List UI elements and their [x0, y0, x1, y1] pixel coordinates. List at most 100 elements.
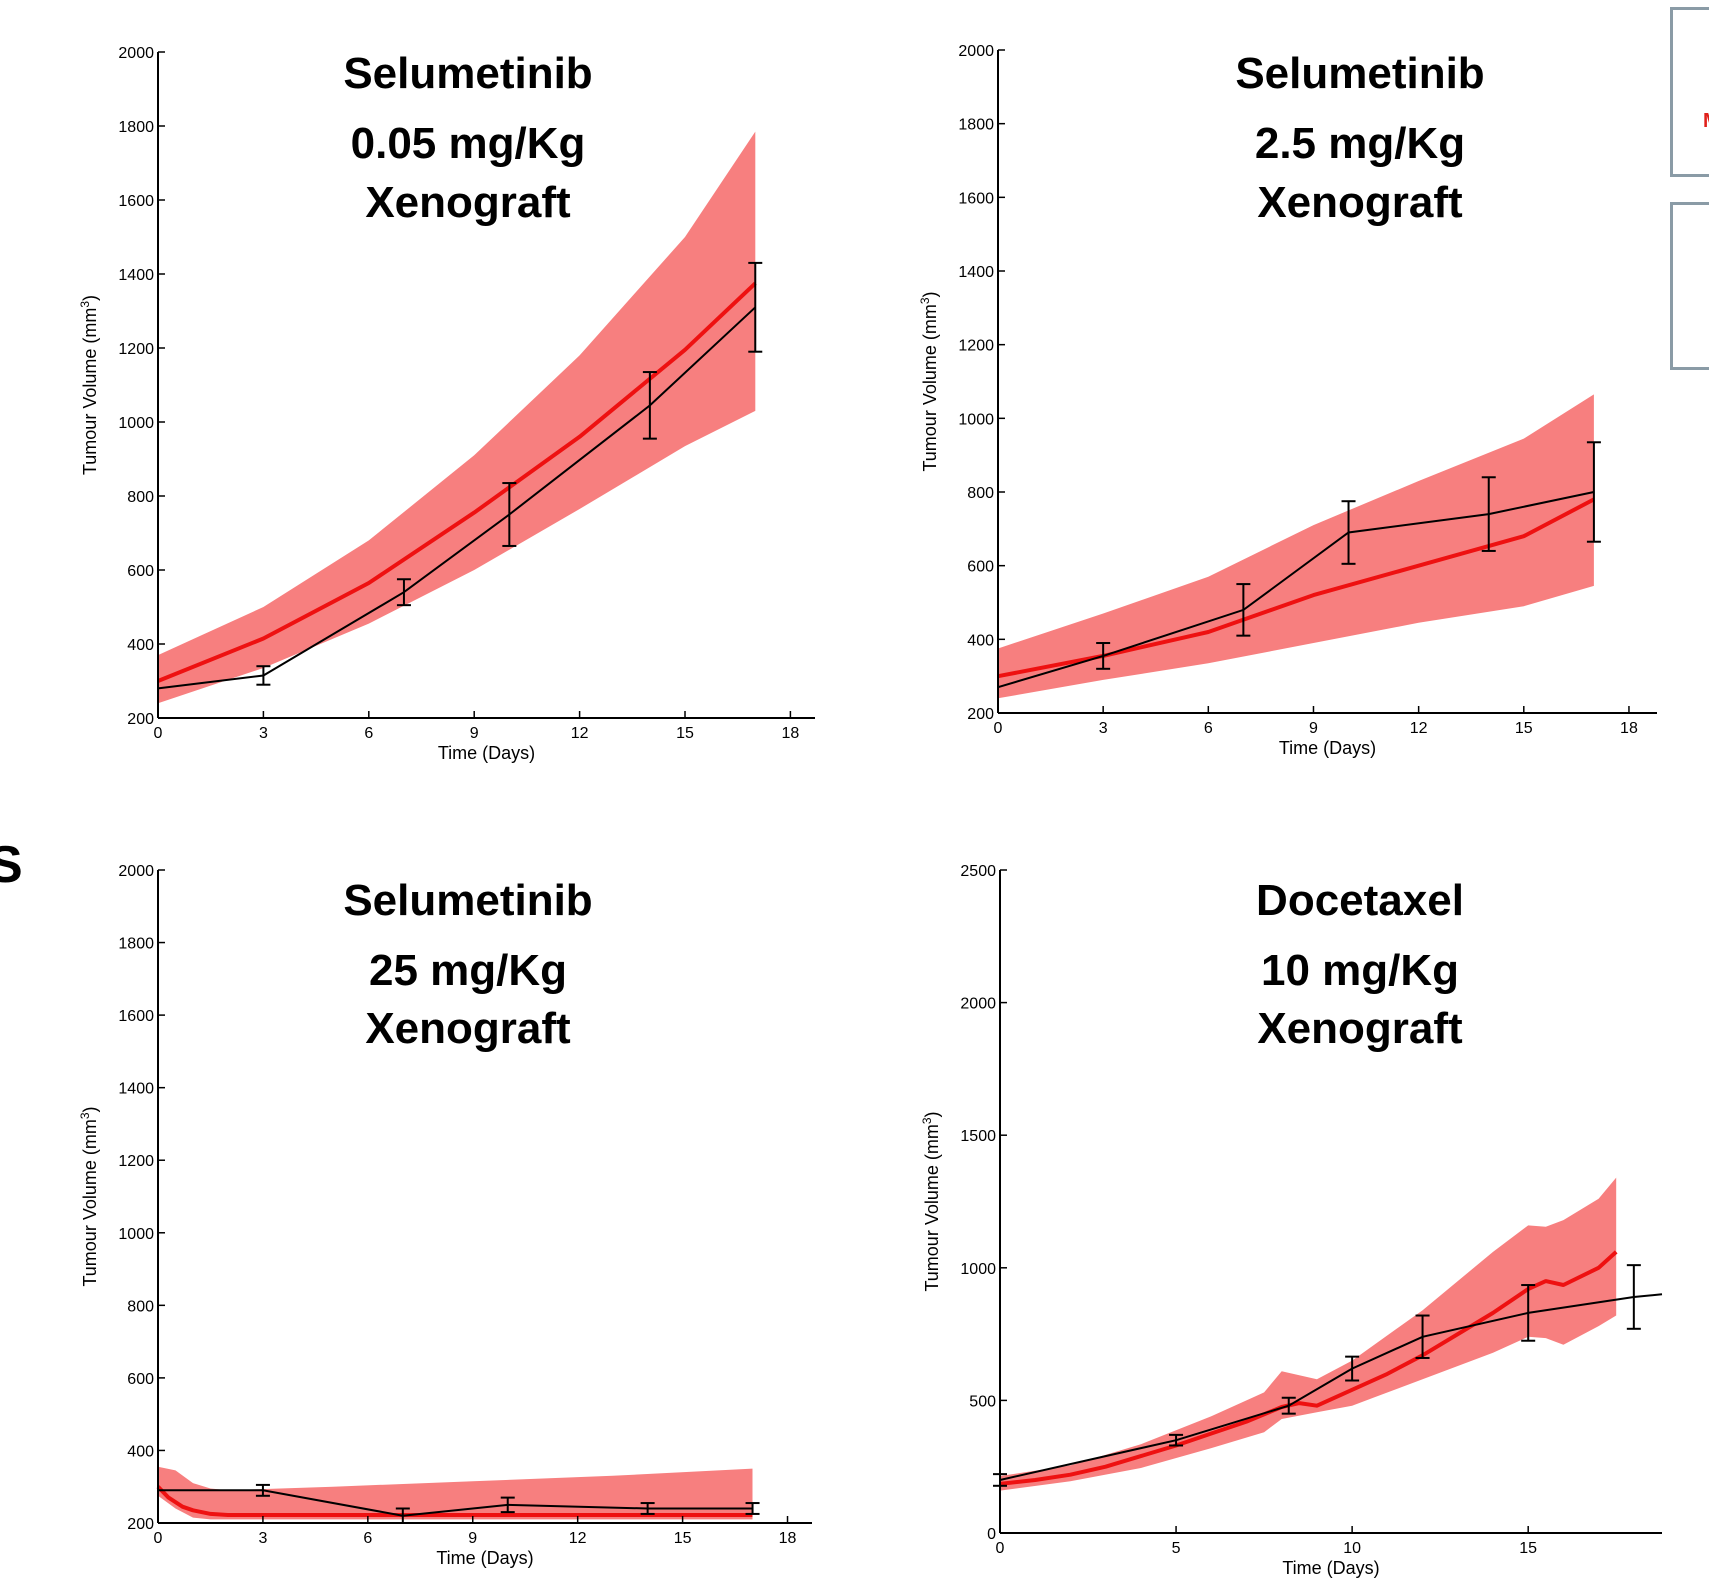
chart-1-observed-line — [157, 306, 756, 690]
chart-2-y-tick-label: 2000 — [958, 43, 994, 60]
chart-3-y-axis-label: Tumour Volume (mm3) — [78, 1106, 100, 1286]
chart-4-y-tick-label: 0 — [987, 1526, 996, 1543]
chart-1-x-tick-label: 9 — [470, 725, 479, 742]
chart-1-model-line — [157, 281, 757, 683]
chart-1-x-axis-label: Time (Days) — [438, 743, 535, 763]
chart-4-x-tick-label: 5 — [1172, 1540, 1181, 1557]
chart-2-y-tick-label: 1600 — [958, 190, 994, 207]
chart-2-y-tick-label: 600 — [967, 559, 994, 576]
chart-2-x-tick-label: 15 — [1515, 720, 1533, 737]
chart-3-x-tick-label: 9 — [468, 1530, 477, 1547]
chart-3-x-tick-label: 15 — [674, 1530, 692, 1547]
chart-4-x-axis-label: Time (Days) — [1282, 1558, 1379, 1578]
chart-1-y-tick-label: 1600 — [118, 193, 154, 210]
chart-3-y-tick-label: 2000 — [118, 863, 154, 880]
chart-4-x-tick-label: 10 — [1343, 1540, 1361, 1557]
chart-2-x-tick-label: 12 — [1410, 720, 1428, 737]
chart-2-prediction-band — [998, 394, 1594, 699]
chart-3-y-tick-label: 800 — [127, 1298, 154, 1315]
chart-3-x-tick-label: 3 — [258, 1530, 267, 1547]
chart-1-x-tick-label: 6 — [364, 725, 373, 742]
chart-3-title-line-3: Xenograft — [365, 1004, 571, 1053]
chart-2-title-line-2: 2.5 mg/Kg — [1255, 119, 1465, 168]
chart-3-y-tick-label: 1800 — [118, 936, 154, 953]
chart-3-observed-line — [158, 1489, 753, 1517]
chart-4-y-tick-label: 2500 — [960, 863, 996, 880]
chart-3-y-tick-label: 600 — [127, 1371, 154, 1388]
chart-4-prediction-band — [1000, 1177, 1617, 1491]
chart-4-y-tick-label: 1000 — [960, 1261, 996, 1278]
chart-2-y-tick-label: 1000 — [958, 411, 994, 428]
chart-2-x-tick-label: 6 — [1204, 720, 1213, 737]
chart-2: 200 400 600 800 1000 1200 1400 1600 1800 2000 0 3 6 9… — [918, 43, 1657, 758]
chart-3-x-tick-label: 6 — [363, 1530, 372, 1547]
chart-3-y-tick-label: 1200 — [118, 1153, 154, 1170]
chart-3-y-tick-label: 1600 — [118, 1008, 154, 1025]
chart-1-y-tick-label: 1000 — [118, 415, 154, 432]
chart-2-y-tick-label: 400 — [967, 632, 994, 649]
chart-4-y-tick-label: 500 — [969, 1393, 996, 1410]
chart-1-title-line-3: Xenograft — [365, 178, 571, 227]
chart-3-y-tick-label: 400 — [127, 1443, 154, 1460]
chart-4-model-line — [999, 1250, 1618, 1486]
chart-1-y-axis-label: Tumour Volume (mm3) — [78, 295, 100, 475]
chart-1-title-line-1: Selumetinib — [343, 49, 592, 98]
chart-1: 200 400 600 800 1000 1200 1400 1600 1800 2000 0 3 6 9… — [78, 45, 815, 763]
chart-3-y-tick-label: 1000 — [118, 1226, 154, 1243]
chart-2-y-axis-label: Tumour Volume (mm3) — [918, 291, 940, 471]
chart-1-y-tick-label: 400 — [127, 637, 154, 654]
chart-1-y-tick-label: 600 — [127, 563, 154, 580]
chart-1-y-tick-label: 2000 — [118, 45, 154, 62]
chart-3-y-tick-label: 1400 — [118, 1081, 154, 1098]
chart-4-x-tick-label: 15 — [1519, 1540, 1537, 1557]
chart-3-x-tick-label: 18 — [779, 1530, 797, 1547]
chart-2-y-tick-label: 1800 — [958, 117, 994, 134]
chart-2-y-tick-label: 1200 — [958, 338, 994, 355]
right-frame-top-label: M — [1703, 110, 1709, 133]
chart-4-title-line-2: 10 mg/Kg — [1261, 946, 1459, 995]
chart-1-x-tick-label: 0 — [154, 725, 163, 742]
chart-3-model-line — [156, 1485, 753, 1517]
chart-2-x-axis-label: Time (Days) — [1279, 738, 1376, 758]
chart-3: 200 400 600 800 1000 1200 1400 1600 1800 2000 0 3 6 9… — [78, 863, 812, 1568]
chart-1-y-tick-label: 200 — [127, 711, 154, 728]
chart-2-x-tick-label: 0 — [994, 720, 1003, 737]
chart-3-x-tick-label: 12 — [569, 1530, 587, 1547]
chart-1-x-tick-label: 3 — [259, 725, 268, 742]
chart-1-title-line-2: 0.05 mg/Kg — [351, 119, 586, 168]
chart-1-y-tick-label: 1400 — [118, 267, 154, 284]
chart-2-title-line-1: Selumetinib — [1235, 49, 1484, 98]
chart-3-prediction-band — [158, 1466, 753, 1520]
chart-2-y-tick-label: 800 — [967, 485, 994, 502]
chart-4-y-tick-label: 2000 — [960, 996, 996, 1013]
chart-3-title-line-1: Selumetinib — [343, 876, 592, 925]
chart-1-x-tick-label: 15 — [676, 725, 694, 742]
chart-2-x-tick-label: 9 — [1309, 720, 1318, 737]
chart-2-title-line-3: Xenograft — [1257, 178, 1463, 227]
chart-1-y-tick-label: 800 — [127, 489, 154, 506]
chart-3-title-line-2: 25 mg/Kg — [369, 946, 567, 995]
chart-4-x-tick-label: 0 — [996, 1540, 1005, 1557]
chart-4-title-line-3: Xenograft — [1257, 1004, 1463, 1053]
chart-4-y-tick-label: 1500 — [960, 1128, 996, 1145]
chart-4-title-line-1: Docetaxel — [1256, 876, 1464, 925]
chart-1-y-tick-label: 1800 — [118, 119, 154, 136]
chart-3-x-tick-label: 0 — [154, 1530, 163, 1547]
right-frame-top: M — [1670, 7, 1709, 177]
chart-4: 0 500 1000 1500 2000 2500 0 5 10 15 Time (Days) Tum… — [920, 863, 1663, 1578]
side-panel-letter: S — [0, 836, 23, 894]
right-frame-bottom — [1670, 202, 1709, 370]
chart-4-observed-line — [999, 1293, 1663, 1481]
chart-4-y-axis-label: Tumour Volume (mm3) — [920, 1111, 942, 1291]
chart-2-x-tick-label: 18 — [1620, 720, 1638, 737]
chart-1-x-tick-label: 18 — [782, 725, 800, 742]
chart-3-y-tick-label: 200 — [127, 1516, 154, 1533]
chart-1-x-tick-label: 12 — [571, 725, 589, 742]
chart-2-observed-line — [997, 491, 1595, 689]
chart-2-y-tick-label: 200 — [967, 706, 994, 723]
chart-2-y-tick-label: 1400 — [958, 264, 994, 281]
chart-3-x-axis-label: Time (Days) — [436, 1548, 533, 1568]
chart-2-x-tick-label: 3 — [1099, 720, 1108, 737]
